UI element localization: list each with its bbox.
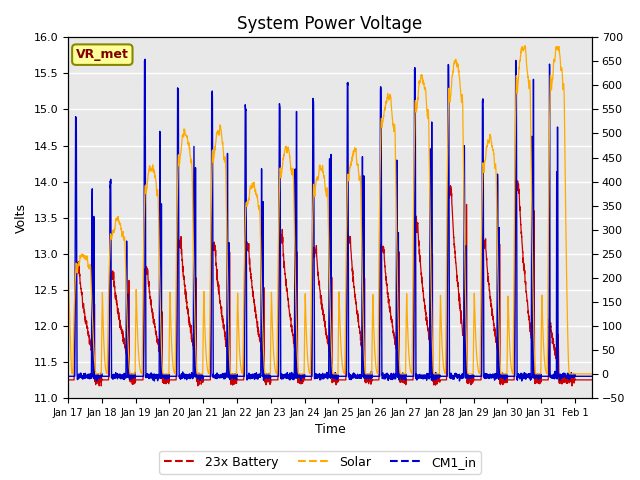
Y-axis label: Volts: Volts [15,203,28,233]
Text: VR_met: VR_met [76,48,129,61]
Legend: 23x Battery, Solar, CM1_in: 23x Battery, Solar, CM1_in [159,451,481,474]
X-axis label: Time: Time [315,423,346,436]
Title: System Power Voltage: System Power Voltage [237,15,422,33]
